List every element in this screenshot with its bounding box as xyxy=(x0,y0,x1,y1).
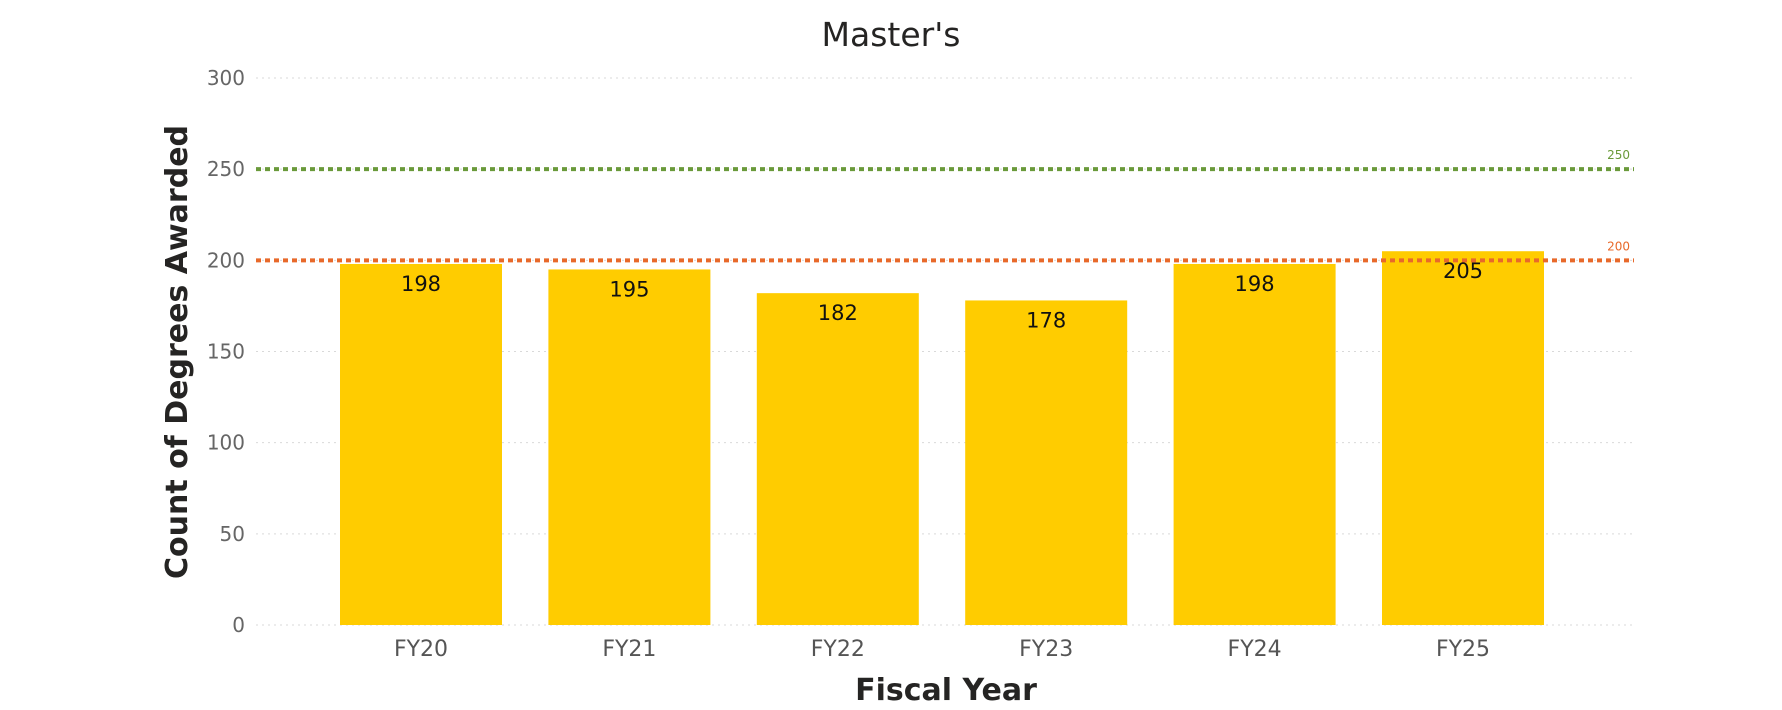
y-axis-title: Count of Degrees Awarded xyxy=(160,125,195,579)
y-tick-label: 250 xyxy=(207,157,245,181)
bar-fy23[interactable] xyxy=(965,300,1128,625)
bar-fy22[interactable] xyxy=(756,293,919,625)
data-label: 205 xyxy=(1443,259,1483,283)
y-tick-label: 0 xyxy=(232,613,245,637)
data-label: 178 xyxy=(1026,308,1066,332)
data-label: 198 xyxy=(1235,272,1275,296)
bar-fy24[interactable] xyxy=(1173,263,1336,625)
data-labels: 198 195 182 178 198 205 xyxy=(401,259,1483,332)
x-tick-label: FY21 xyxy=(602,637,656,662)
data-label: 198 xyxy=(401,272,441,296)
data-label: 182 xyxy=(818,301,858,325)
bar-fy25[interactable] xyxy=(1382,251,1544,625)
y-tick-label: 200 xyxy=(207,248,245,272)
reference-line-label: 200 xyxy=(1607,239,1630,253)
bars xyxy=(340,251,1544,625)
reference-line-label: 250 xyxy=(1607,148,1630,162)
x-tick-label: FY24 xyxy=(1228,637,1282,662)
x-axis-title: Fiscal Year xyxy=(855,673,1037,708)
x-axis-ticks: FY20 FY21 FY22 FY23 FY24 FY25 xyxy=(394,637,1490,662)
data-label: 195 xyxy=(609,277,649,301)
x-tick-label: FY20 xyxy=(394,637,448,662)
y-tick-label: 150 xyxy=(207,340,245,364)
reference-lines: 250 200 xyxy=(256,148,1634,263)
x-tick-label: FY22 xyxy=(811,637,865,662)
y-tick-label: 50 xyxy=(220,522,245,546)
bar-fy21[interactable] xyxy=(548,269,711,625)
bar-fy20[interactable] xyxy=(340,263,502,625)
x-tick-label: FY23 xyxy=(1019,637,1073,662)
y-tick-label: 100 xyxy=(207,431,245,455)
x-tick-label: FY25 xyxy=(1436,637,1490,662)
y-tick-label: 300 xyxy=(207,66,245,90)
y-axis-ticks: 0 50 100 150 200 250 300 xyxy=(207,66,245,637)
chart-title: Master's xyxy=(822,15,961,54)
